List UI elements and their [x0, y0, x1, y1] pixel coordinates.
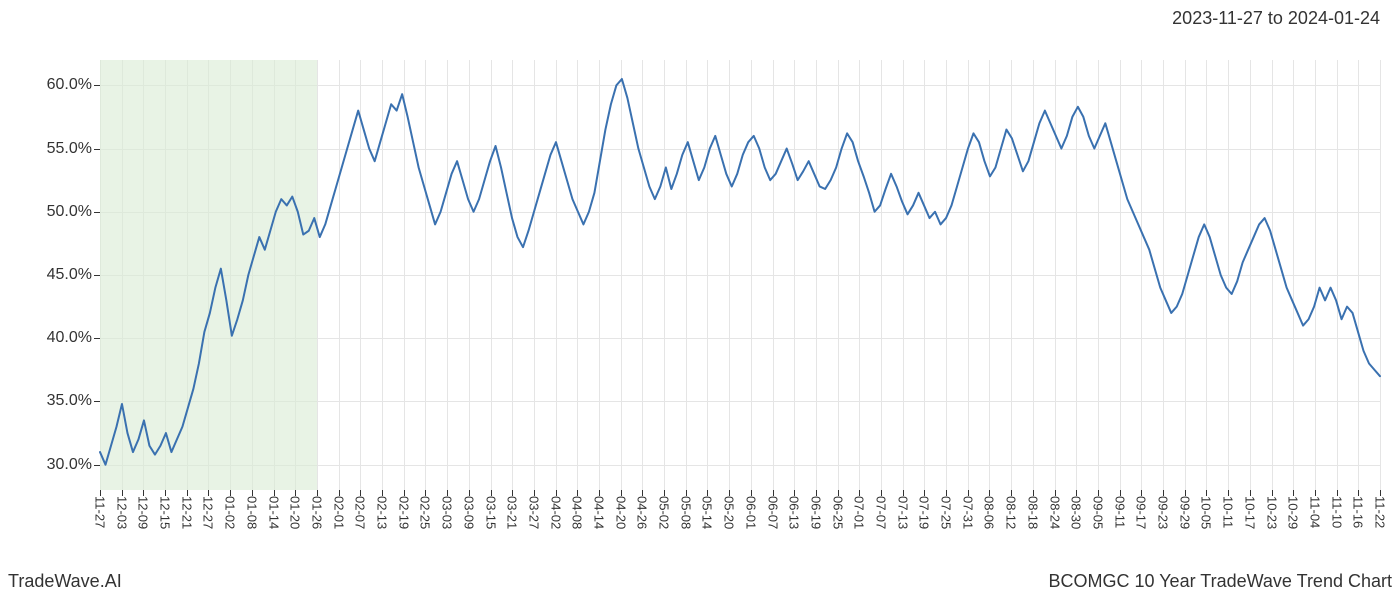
x-axis-label: 06-25	[830, 496, 845, 529]
x-axis-label: 02-07	[353, 496, 368, 529]
x-axis-label: 04-26	[635, 496, 650, 529]
x-axis-label: 12-09	[136, 496, 151, 529]
x-axis-label: 10-29	[1286, 496, 1301, 529]
x-axis-label: 09-11	[1112, 496, 1127, 528]
y-axis-label: 45.0%	[47, 266, 92, 284]
y-axis-label: 40.0%	[47, 329, 92, 347]
chart-area: 30.0%35.0%40.0%45.0%50.0%55.0%60.0%11-27…	[100, 60, 1380, 490]
x-axis-label: 12-15	[158, 496, 173, 529]
x-axis-label: 02-13	[375, 496, 390, 529]
line-chart-svg	[100, 60, 1380, 490]
x-axis-label: 10-17	[1242, 496, 1257, 529]
trend-line	[100, 79, 1380, 465]
x-axis-label: 05-14	[700, 496, 715, 529]
x-axis-label: 09-23	[1156, 496, 1171, 529]
x-axis-label: 03-03	[440, 496, 455, 529]
x-axis-label: 12-27	[201, 496, 216, 529]
x-axis-label: 12-21	[179, 496, 194, 529]
x-axis-label: 09-29	[1177, 496, 1192, 529]
footer-left-label: TradeWave.AI	[8, 571, 122, 592]
x-axis-label: 02-01	[331, 496, 346, 529]
x-axis-label: 01-08	[244, 496, 259, 529]
x-axis-label: 01-20	[288, 496, 303, 529]
x-axis-label: 01-26	[309, 496, 324, 529]
x-axis-label: 01-14	[266, 496, 281, 529]
x-axis-label: 07-07	[874, 496, 889, 529]
x-axis-label: 03-15	[483, 496, 498, 529]
y-axis-label: 60.0%	[47, 76, 92, 94]
x-axis-label: 10-05	[1199, 496, 1214, 529]
date-range-label: 2023-11-27 to 2024-01-24	[1172, 8, 1380, 29]
x-axis-label: 09-17	[1134, 496, 1149, 529]
x-axis-label: 06-13	[787, 496, 802, 529]
x-axis-label: 07-25	[939, 496, 954, 529]
x-axis-label: 06-19	[808, 496, 823, 529]
y-axis-label: 30.0%	[47, 456, 92, 474]
x-axis-label: 06-07	[765, 496, 780, 529]
x-axis-label: 11-22	[1373, 496, 1388, 528]
x-axis-label: 08-12	[1004, 496, 1019, 529]
x-axis-label: 10-11	[1221, 496, 1236, 528]
x-axis-label: 11-27	[93, 496, 108, 528]
x-axis-label: 08-24	[1047, 496, 1062, 529]
x-axis-label: 10-23	[1264, 496, 1279, 529]
x-axis-label: 07-13	[895, 496, 910, 529]
x-axis-label: 06-01	[743, 496, 758, 529]
x-axis-label: 11-16	[1351, 496, 1366, 528]
grid-line-vertical	[1380, 60, 1381, 490]
x-axis-label: 01-02	[223, 496, 238, 529]
x-axis-label: 05-02	[657, 496, 672, 529]
x-axis-label: 09-05	[1090, 496, 1105, 529]
footer-right-label: BCOMGC 10 Year TradeWave Trend Chart	[1049, 571, 1393, 592]
x-axis-label: 02-25	[418, 496, 433, 529]
x-axis-label: 07-19	[917, 496, 932, 529]
x-axis-label: 04-20	[613, 496, 628, 529]
x-axis-label: 03-27	[526, 496, 541, 529]
y-axis-label: 55.0%	[47, 140, 92, 158]
x-axis-label: 03-09	[461, 496, 476, 529]
x-axis-label: 08-06	[982, 496, 997, 529]
x-axis-label: 07-31	[960, 496, 975, 529]
x-axis-label: 12-03	[114, 496, 129, 529]
x-axis-label: 05-08	[678, 496, 693, 529]
x-axis-label: 04-08	[570, 496, 585, 529]
x-axis-label: 03-21	[505, 496, 520, 529]
x-axis-label: 08-30	[1069, 496, 1084, 529]
y-axis-label: 35.0%	[47, 392, 92, 410]
x-axis-label: 04-02	[548, 496, 563, 529]
x-axis-label: 11-04	[1307, 496, 1322, 528]
x-axis-label: 05-20	[722, 496, 737, 529]
x-axis-label: 11-10	[1329, 496, 1344, 528]
x-axis-label: 04-14	[591, 496, 606, 529]
x-axis-label: 07-01	[852, 496, 867, 529]
x-axis-label: 02-19	[396, 496, 411, 529]
y-axis-label: 50.0%	[47, 203, 92, 221]
x-axis-label: 08-18	[1025, 496, 1040, 529]
